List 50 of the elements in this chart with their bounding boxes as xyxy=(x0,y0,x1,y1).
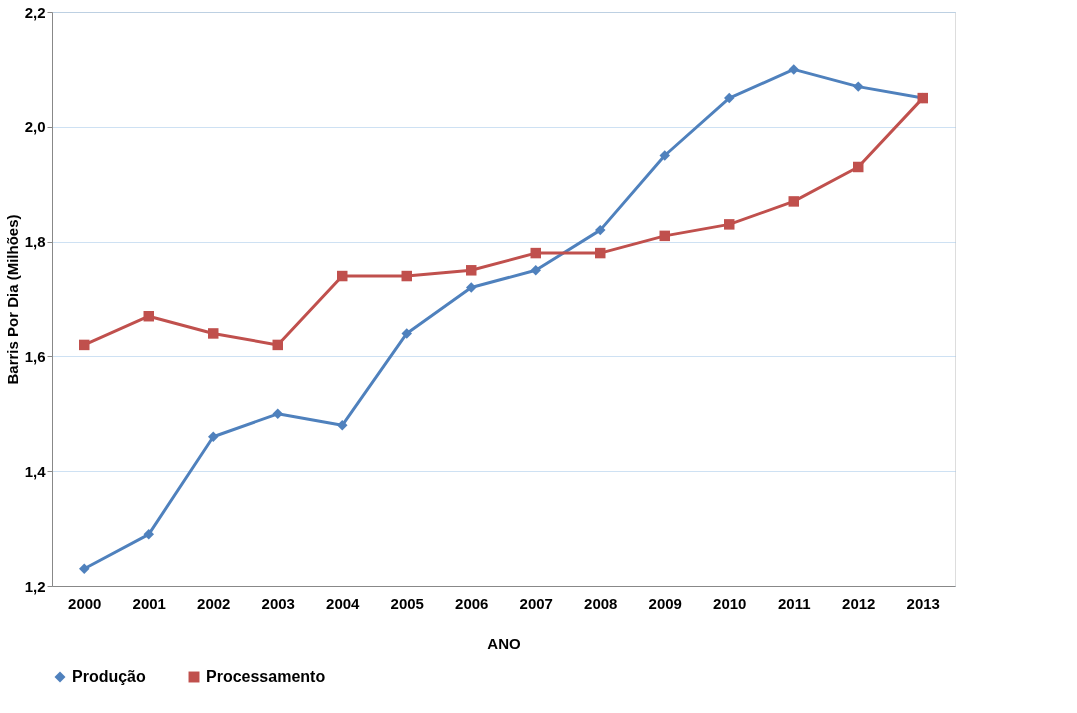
point xyxy=(79,339,90,351)
x-tick-label: 2000 xyxy=(68,594,102,612)
x-tick-label: 2007 xyxy=(519,594,553,612)
point xyxy=(853,161,864,173)
x-tick-label: 2012 xyxy=(842,594,876,612)
x-tick-label: 2010 xyxy=(713,594,747,612)
y-tick-label: 2,0 xyxy=(24,118,46,136)
point xyxy=(143,310,154,322)
point xyxy=(79,563,90,575)
y-axis-title: Barris Por Dia (Milhões) xyxy=(3,214,21,385)
point xyxy=(659,230,670,242)
point xyxy=(337,420,348,431)
x-tick-label: 2011 xyxy=(777,594,811,612)
x-tick-label: 2009 xyxy=(648,594,682,612)
point xyxy=(530,265,541,276)
point xyxy=(401,270,412,282)
x-tick-label: 2006 xyxy=(455,594,489,612)
x-tick-label: 2003 xyxy=(261,594,295,612)
y-tick-label: 1,4 xyxy=(24,462,47,480)
y-tick-label: 1,8 xyxy=(24,233,46,251)
x-tick-label: 2008 xyxy=(584,594,618,612)
x-tick-label: 2002 xyxy=(197,594,231,612)
point xyxy=(659,150,670,161)
x-axis-title: ANO xyxy=(487,634,521,652)
point xyxy=(208,328,219,339)
point xyxy=(595,247,606,259)
legend-label: Processamento xyxy=(206,668,326,685)
point xyxy=(401,328,412,339)
x-tick-label: 2004 xyxy=(326,594,361,612)
x-tick-label: 2013 xyxy=(906,594,940,612)
point xyxy=(143,529,154,540)
point xyxy=(788,64,799,75)
point xyxy=(466,265,477,276)
point xyxy=(466,282,477,293)
y-tick-label: 1,6 xyxy=(24,347,46,365)
point xyxy=(530,247,541,259)
y-tick-label: 2,2 xyxy=(24,3,46,21)
point xyxy=(788,196,799,207)
point xyxy=(724,219,735,230)
point xyxy=(208,431,219,442)
point xyxy=(272,339,283,351)
x-tick-label: 2001 xyxy=(132,594,166,612)
x-tick-label: 2005 xyxy=(390,594,424,612)
point xyxy=(853,81,864,92)
point xyxy=(272,408,283,420)
y-tick-label: 1,2 xyxy=(24,577,46,595)
legend-label: Produção xyxy=(72,668,147,685)
point xyxy=(595,224,606,236)
point xyxy=(724,92,735,104)
point xyxy=(337,270,348,282)
